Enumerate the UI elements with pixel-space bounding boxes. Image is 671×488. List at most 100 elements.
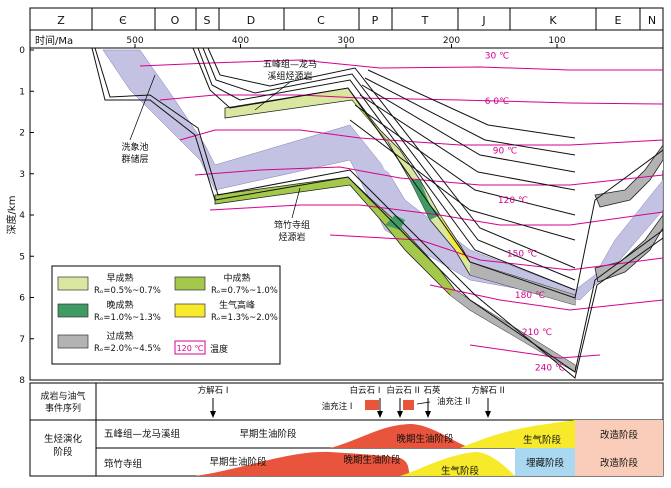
event-arrow-head [485,411,491,418]
evolution-row-label-1: 生烃演化 [44,433,83,445]
event-label: 石英 [423,385,441,396]
wufeng-late-oil: 晚期生油阶段 [396,433,454,445]
period-e: E [615,14,622,27]
event-arrow-head [425,411,431,418]
period-o: O [171,14,180,27]
wufeng-overmature [470,262,575,305]
legend-swatch [174,303,206,318]
period-j: J [481,14,485,27]
age-axis-label: 时间/Ma [35,34,73,47]
isotherm-label: 210 ℃ [522,328,552,338]
depth-tick-label: 4 [19,211,25,221]
legend: 早成熟 Rₒ=0.5%~0.7% 晚成熟 Rₒ=1.0%~1.3% 中成熟 Rₒ=0.7%… [51,265,281,365]
period-t: T [421,14,429,27]
isotherm-label: 6 0℃ [485,97,509,107]
legend-name: 生气高峰 [219,299,255,311]
subsidence-curves [91,48,663,379]
wufeng-gas-curve [460,420,575,448]
isotherm-label: 90 ℃ [493,147,517,157]
wufeng-reform-stage: 改造阶段 [600,429,639,441]
legend-swatch [57,334,89,349]
age-tick-label: 400 [232,36,249,46]
legend-swatch [57,303,89,318]
event-arrow-head [210,411,216,418]
event-label: 白云石 I [350,385,381,396]
isotherm-label: 120 ℃ [498,196,528,206]
oil-fill-1-marker [365,400,379,410]
wufeng-reform-bg [575,420,663,448]
period-c: C [317,14,325,27]
depth-tick-label: 3 [19,170,25,180]
event-row-label-1: 成岩与油气 [40,390,85,402]
legend-swatch [174,276,206,291]
depth-tick-label: 8 [19,376,25,386]
qiongzhusi-row-name: 筇竹寺组 [104,458,143,470]
legend-range: Rₒ=0.5%~0.7% [94,286,161,296]
qiongzhusi-gas-stage: 生气阶段 [441,465,480,477]
isotherm-label: 180 ℃ [515,291,545,301]
depth-tick-label: 5 [19,252,25,262]
qiongzhusi-late-oil: 晚期生油阶段 [343,454,401,466]
event-label: 方解石 II [471,385,504,396]
event-row: 成岩与油气 事件序列 方解石 I 白云石 I 白云石 II 石英 方解石 II 油充注 … [29,382,664,421]
event-label: 白云石 II [386,385,419,396]
period-header: Z Є O S D C P T J K E N [29,7,664,31]
age-tick-label: 100 [548,36,565,46]
legend-range: Rₒ=1.3%~2.0% [211,313,278,323]
legend-name: 晚成熟 [106,299,133,311]
depth-tick-label: 0 [19,46,25,56]
uplift-overmature-band-2 [594,214,663,283]
xixiangchi-annotation-1: 洗象池 [121,141,148,153]
qiongzhusi-reform-bg [575,448,663,476]
oil-fill-1-label: 油充注 I [322,401,353,412]
period-s: S [204,14,211,27]
event-label: 方解石 I [198,385,229,396]
period-cambrian: Є [119,14,127,27]
qiongzhusi-oil-curve [195,451,410,476]
isotherm-label: 150 ℃ [507,250,537,260]
wufeng-late-mature [410,180,440,220]
period-n: N [648,14,656,27]
period-k: K [549,14,557,27]
xixiangchi-annotation-2: 群储层 [121,153,148,165]
event-row-label-2: 事件序列 [45,402,81,414]
legend-temp-label: 温度 [210,343,228,355]
legend-range: Rₒ=1.0%~1.3% [94,313,161,323]
legend-temp-sample: 120 ℃ [177,344,204,353]
period-p: P [372,14,379,27]
wufeng-annotation-1: 五峰组—龙马 [263,58,317,70]
wufeng-annotation-2: 溪组烃源岩 [267,70,312,82]
qiongzhusi-burial-stage: 埋藏阶段 [526,457,565,469]
qiongzhusi-annotation-1: 筇竹寺组 [274,219,310,231]
event-arrow-head [377,411,383,418]
legend-swatch [57,276,89,291]
qiongzhusi-reform-stage: 改造阶段 [600,457,639,469]
legend-name: 早成熟 [106,272,133,284]
depth-tick-label: 6 [19,294,25,304]
evolution-row-label-2: 阶段 [53,446,73,458]
period-z: Z [57,14,65,27]
qiongzhusi-late-mature [385,215,405,230]
qiongzhusi-early-oil: 早期生油阶段 [209,456,267,468]
age-tick-label: 300 [337,36,354,46]
period-d: D [247,14,255,27]
depth-axis-label: 深度/km [5,196,18,235]
legend-range: Rₒ=0.7%~1.0% [211,286,278,296]
event-arrow-head [397,411,403,418]
age-tick-label: 200 [443,36,460,46]
oil-fill-2-marker [403,400,414,410]
burial-curves: 30 ℃ 6 0℃ 90 ℃ 120 ℃ 150 ℃ 180 ℃ 210 ℃ 240 ℃ 五峰… [91,48,663,379]
evolution-rows: 生烃演化 阶段 五峰组—龙马溪组 早期生油阶段 晚期生油阶段 生气阶段 改造阶段… [29,419,664,477]
legend-name: 过成熟 [106,330,133,342]
legend-range: Rₒ=2.0%~4.5% [94,344,161,354]
wufeng-early-oil: 早期生油阶段 [239,428,297,440]
wufeng-gas-stage: 生气阶段 [523,434,562,446]
depth-tick-label: 7 [19,335,25,345]
age-tick-label: 500 [126,36,143,46]
wufeng-late-oil-curve [330,424,470,448]
age-axis: 时间/Ma 500 400 300 200 100 [29,29,664,49]
wufeng-row-name: 五峰组—龙马溪组 [104,428,181,440]
depth-tick-label: 2 [19,129,25,139]
legend-name: 中成熟 [223,272,250,284]
